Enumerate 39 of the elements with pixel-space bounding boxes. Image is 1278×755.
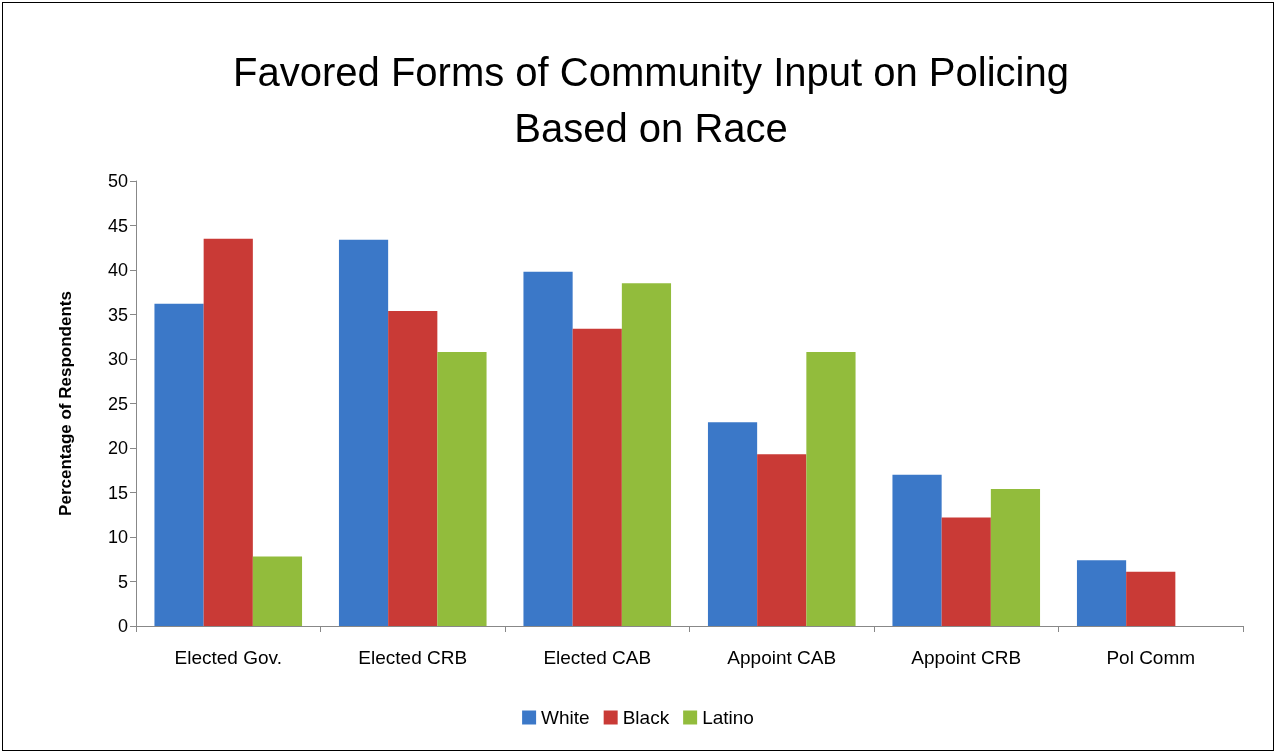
x-tick-label: Elected CAB [543,647,652,668]
bar [941,517,991,626]
bar [1076,560,1127,626]
bar [806,351,856,626]
y-tick-label: 20 [107,438,128,458]
bar [572,328,622,626]
y-tick-label: 10 [107,527,128,547]
bar [707,422,758,626]
bar [437,351,487,626]
bar [388,310,438,626]
chart-title: Favored Forms of Community Input on Policing Based on Race [233,50,1069,150]
x-tick-label: Elected Gov. [174,647,282,668]
bar [523,271,573,626]
x-tick-label: Appoint CRB [911,647,1022,668]
bar [154,303,204,626]
bar [621,283,672,626]
bar [203,238,253,626]
y-tick-label: 15 [107,482,128,503]
y-tick-label: 50 [107,171,128,191]
bar [757,454,807,626]
x-tick-label: Elected CRB [358,647,468,668]
bar [252,556,303,626]
y-tick-label: 45 [107,215,128,236]
y-tick-label: 25 [107,393,128,414]
y-tick-label: 35 [107,304,128,325]
y-tick-label: 5 [117,571,128,592]
y-tick-label: 30 [107,349,128,369]
y-tick-label: 0 [117,616,128,636]
bar [338,239,389,626]
x-tick-label: Pol Comm [1106,647,1196,668]
y-tick-label: 40 [107,260,128,280]
legend-label: Latino [702,707,754,728]
bar [892,474,942,626]
x-tick-label: Appoint CAB [727,647,837,668]
y-axis-title: Percentage of Respondents [56,291,75,516]
legend-label: White [541,707,590,728]
bar [1126,571,1176,626]
legend-label: Black [622,707,670,728]
bar [990,488,1041,626]
